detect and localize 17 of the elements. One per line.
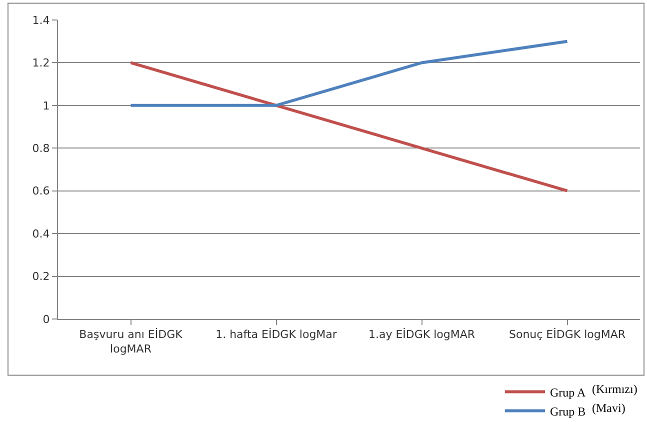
y-tick-label: 0.8 [32, 142, 50, 155]
y-tick-label: 1.4 [32, 14, 50, 27]
text: (Mavi) [592, 401, 626, 415]
y-tick-label: 0.4 [32, 227, 50, 240]
x-tick-label: 1.ay EİDGK logMAR [368, 327, 476, 342]
y-tick-label: 0.2 [32, 270, 50, 284]
legend-label: Grup B [550, 404, 586, 418]
x-tick-label: Başvuru anı EİDGK logMAR [79, 327, 184, 356]
legend-label: Grup A [550, 385, 586, 400]
y-tick-label: 0 [42, 312, 50, 326]
y-tick-label: 0.6 [32, 184, 50, 198]
x-tick-label: 1. hafta EİDGK logMar [216, 327, 338, 342]
x-tick-label: Sonuç EİDGK logMAR [508, 327, 626, 342]
y-tick-label: 1.2 [32, 56, 50, 70]
text: (Kırmızı) [592, 382, 638, 396]
y-tick-label: 1 [42, 99, 50, 112]
line-series [129, 61, 569, 192]
